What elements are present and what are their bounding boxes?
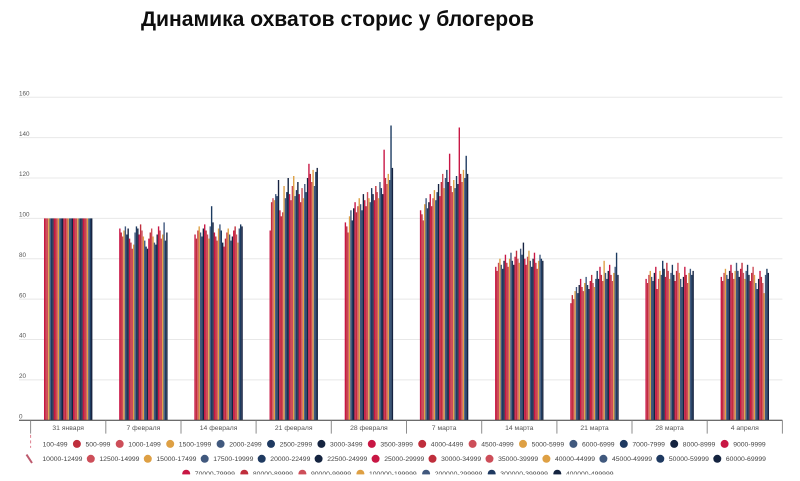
- svg-text:140: 140: [19, 131, 30, 138]
- svg-text:17500-19999: 17500-19999: [213, 456, 253, 463]
- svg-text:160: 160: [19, 90, 30, 97]
- svg-text:2000-2499: 2000-2499: [229, 441, 262, 448]
- svg-text:6000-6999: 6000-6999: [582, 441, 615, 448]
- svg-text:28 февраля: 28 февраля: [350, 425, 388, 432]
- svg-text:60000-69999: 60000-69999: [726, 456, 766, 463]
- svg-text:1000-1499: 1000-1499: [128, 441, 161, 448]
- svg-text:60: 60: [19, 292, 27, 299]
- svg-text:21 февраля: 21 февраля: [275, 425, 313, 432]
- svg-text:8000-8999: 8000-8999: [683, 441, 716, 448]
- svg-text:9000-9999: 9000-9999: [733, 441, 766, 448]
- svg-text:35000-39999: 35000-39999: [498, 456, 538, 463]
- svg-text:28 марта: 28 марта: [655, 425, 684, 432]
- svg-text:10000-12499: 10000-12499: [42, 456, 82, 463]
- svg-text:80: 80: [19, 252, 27, 259]
- svg-text:Динамика охватов сторис у блог: Динамика охватов сторис у блогеров: [141, 8, 534, 31]
- svg-text:120: 120: [19, 171, 30, 178]
- svg-text:22500-24999: 22500-24999: [327, 456, 367, 463]
- svg-text:7 марта: 7 марта: [432, 425, 457, 432]
- svg-text:2500-2999: 2500-2999: [280, 441, 313, 448]
- svg-text:7000-7999: 7000-7999: [632, 441, 665, 448]
- svg-text:21 марта: 21 марта: [580, 425, 609, 432]
- svg-text:50000-59999: 50000-59999: [669, 456, 709, 463]
- svg-text:25000-29999: 25000-29999: [384, 456, 424, 463]
- svg-text:100: 100: [19, 212, 30, 219]
- svg-text:30000-34999: 30000-34999: [441, 456, 481, 463]
- svg-text:3000-3499: 3000-3499: [330, 441, 363, 448]
- svg-text:4000-4499: 4000-4499: [431, 441, 464, 448]
- svg-text:31 января: 31 января: [52, 425, 84, 432]
- svg-text:7 февраля: 7 февраля: [126, 425, 160, 432]
- svg-text:40000-44999: 40000-44999: [555, 456, 595, 463]
- svg-text:0: 0: [19, 414, 23, 421]
- svg-text:20000-22499: 20000-22499: [270, 456, 310, 463]
- svg-text:14 марта: 14 марта: [505, 425, 534, 432]
- svg-text:100-499: 100-499: [43, 441, 68, 448]
- svg-text:1500-1999: 1500-1999: [179, 441, 212, 448]
- svg-text:15000-17499: 15000-17499: [156, 456, 196, 463]
- svg-text:40: 40: [19, 333, 27, 340]
- svg-text:5000-5999: 5000-5999: [532, 441, 565, 448]
- svg-text:20: 20: [19, 373, 27, 380]
- svg-text:45000-49999: 45000-49999: [612, 456, 652, 463]
- svg-text:3500-3999: 3500-3999: [380, 441, 413, 448]
- svg-text:500-999: 500-999: [86, 441, 111, 448]
- svg-text:14 февраля: 14 февраля: [200, 425, 238, 432]
- svg-text:4500-4999: 4500-4999: [481, 441, 514, 448]
- svg-text:4 апреля: 4 апреля: [731, 425, 759, 432]
- svg-text:12500-14999: 12500-14999: [99, 456, 139, 463]
